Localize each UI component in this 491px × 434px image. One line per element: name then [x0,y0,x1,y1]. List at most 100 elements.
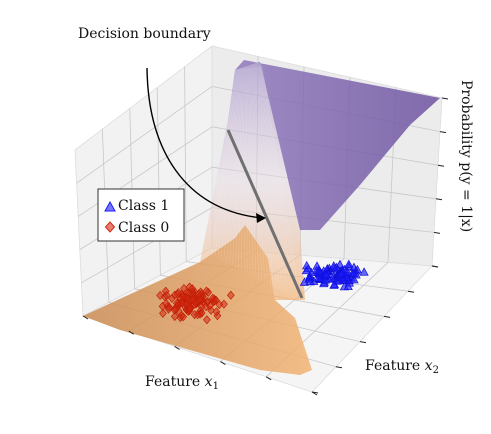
surface-transition-region [200,62,305,300]
x-axis-label-var: x [205,374,213,390]
x-axis-tick [220,361,226,366]
surface-mesh-line [220,69,239,260]
surface-high-region [235,60,440,230]
grid-line [156,87,161,276]
y-axis-label-text: Feature [365,358,425,374]
y-axis-label-sub: 2 [433,365,439,376]
y-axis-label-var: x [425,358,433,374]
class-0-point [171,304,180,314]
surface-mesh-line [229,69,242,265]
z-axis-tick [431,265,439,268]
class-0-point [164,304,173,314]
class-0-point [206,300,214,311]
surface-mesh-line [232,69,243,266]
surface-mesh-line [223,69,240,262]
surface-mesh-line [261,65,301,301]
legend-box [97,188,185,242]
class-0-point [162,290,171,300]
class-1-point [349,275,359,284]
surface-mesh-line [235,68,244,268]
z-axis-label: Probability p(y = 1|x) [458,80,474,232]
x-axis-tick [311,391,318,396]
y-axis-tick [335,366,343,369]
class-0-point [202,286,211,296]
surface-mesh-line [247,68,254,277]
surface-mesh-line [211,69,237,256]
y-axis-tick [359,341,367,344]
class-0-point [185,303,194,313]
class-0-point [180,283,188,293]
x-axis-label-sub: 1 [213,381,219,392]
class-1-point [336,268,347,277]
class-0-point [170,311,179,321]
class-0-point [220,299,228,309]
class-0-point [195,295,204,305]
class-0-point [168,293,176,304]
class-0-point [188,294,197,305]
surface-mesh-line [214,69,238,257]
class-0-point [212,295,220,305]
class-0-point [207,305,215,315]
surface-mesh-line [253,67,274,287]
class-1-point [344,259,354,268]
x-axis-tick [128,330,135,335]
class-1-point [313,273,324,282]
surface-mesh-line [253,67,271,286]
z-axis-tick [437,164,445,167]
surface-mesh-line [226,69,241,263]
class-0-point [188,284,197,294]
class-1-point [305,276,315,286]
x-axis-tick [265,376,272,381]
x-axis-tick [174,345,180,350]
surface-mesh-line [241,68,245,271]
surface-mesh-line [256,66,283,292]
class-1-point [321,269,331,278]
surface-mesh-line [257,66,286,293]
class-0-point [183,294,192,304]
class-0-point [176,294,185,304]
class-1-point [301,265,311,275]
y-axis-label: Feature x2 [365,358,439,376]
grid-line [76,86,213,184]
annotation-label: Decision boundary [78,26,211,42]
legend-class1-marker [104,200,116,212]
class-1-points [299,259,369,291]
surface-mesh-line [217,69,239,259]
legend: Class 1 Class 0 [97,188,185,242]
class-1-point [343,281,353,291]
surface-mesh-line [238,68,245,269]
surface-mesh-line [250,67,263,281]
grid-line [81,207,213,284]
legend-class0-marker [104,221,116,233]
legend-class1-label: Class 1 [118,198,169,214]
surface-mesh-line [251,67,266,283]
class-1-point [314,266,324,275]
surface-mesh-line [249,67,260,280]
surface-mesh-line [260,66,298,299]
z-axis-tick [433,231,441,234]
class-1-point [329,280,339,289]
surface-mesh-line [255,66,280,290]
y-axis-tick [407,290,415,293]
class-0-point [197,308,206,318]
surface-mesh-line [259,66,292,296]
class-1-point [331,262,341,272]
z-axis-tick [435,198,443,201]
legend-class0-label: Class 0 [118,220,169,236]
class-0-point [212,307,221,317]
class-0-point [179,312,188,322]
z-axis-tick [441,97,449,100]
x-axis-label-text: Feature [145,374,205,390]
grid-line [184,66,187,262]
surface-mesh-line [248,67,257,278]
annotation-arrow [146,67,266,223]
z-axis-tick [439,131,447,134]
class-1-point [306,267,317,277]
decision-boundary-line [226,129,304,299]
x-axis-tick [82,315,89,320]
y-axis-tick [383,315,391,318]
class-0-point [203,315,211,325]
class-1-point [320,275,330,284]
surface-mesh-line [254,67,277,289]
